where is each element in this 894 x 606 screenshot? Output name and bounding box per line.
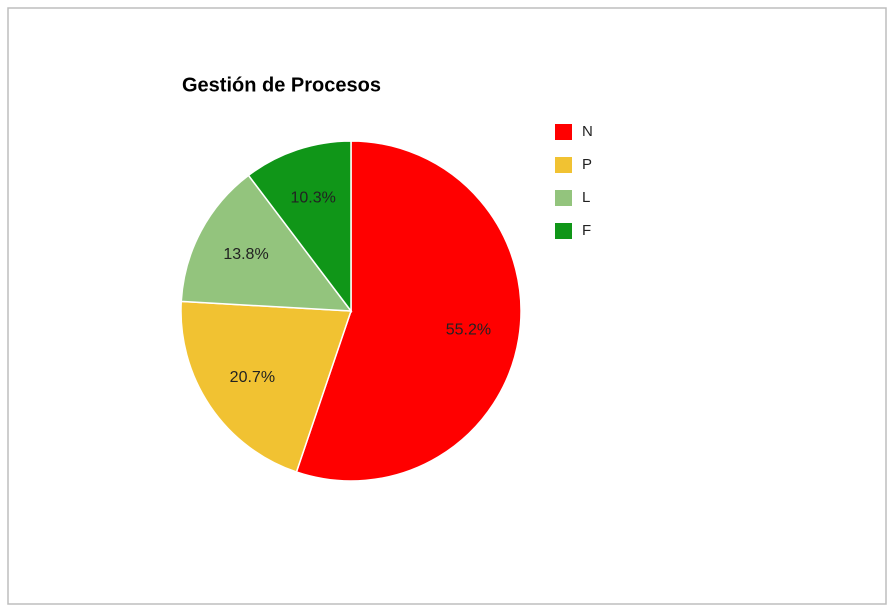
pie-slice — [295, 140, 522, 482]
pie-slice — [180, 300, 353, 473]
legend-label: P — [582, 156, 592, 173]
legend-swatch — [555, 190, 572, 206]
legend-label: N — [582, 123, 593, 140]
slice-label: 55.2% — [446, 322, 491, 339]
pie-slice — [180, 174, 353, 312]
slice-label: 13.8% — [223, 246, 268, 263]
legend-swatch — [555, 157, 572, 173]
legend-label: F — [582, 222, 591, 239]
legend-label: L — [582, 189, 590, 206]
slice-label: 20.7% — [230, 369, 275, 386]
legend-swatch — [555, 124, 572, 140]
slice-label: 10.3% — [290, 189, 335, 206]
pie-slice — [247, 140, 352, 314]
legend-swatch — [555, 223, 572, 239]
chart-title: Gestión de Procesos — [182, 74, 381, 96]
